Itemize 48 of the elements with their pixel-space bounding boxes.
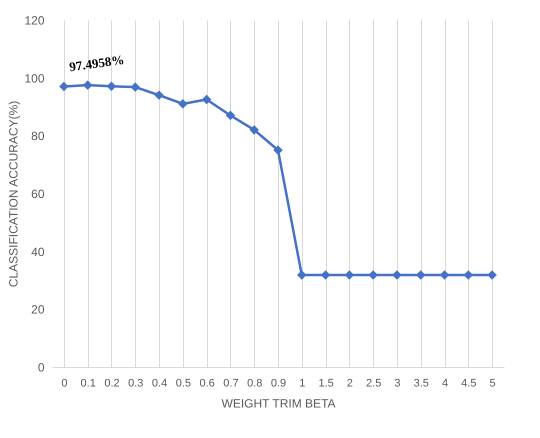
point (249, 125, 259, 135)
annotation: 97.4958% (68, 52, 126, 74)
point (59, 82, 69, 92)
x-tick-label: 3 (394, 378, 401, 390)
point (464, 270, 474, 280)
y-tick-label: 120 (24, 14, 45, 28)
x-tick-label: 0.1 (80, 378, 96, 390)
point (440, 270, 450, 280)
point (416, 270, 426, 280)
point (106, 81, 116, 91)
x-tick-label: 1 (299, 378, 306, 390)
y-tick-label: 80 (31, 129, 45, 144)
x-tick-label: 0 (61, 378, 68, 390)
x-tick-label: 3.5 (414, 378, 429, 390)
y-tick-label: 0 (38, 360, 45, 374)
point (154, 90, 164, 100)
point (82, 80, 92, 90)
y-tick-label: 40 (31, 244, 45, 259)
point (368, 270, 378, 280)
y-tick-label: 60 (31, 187, 45, 201)
y-axis-title: CLASSIFICATION ACCURACY(%) (6, 100, 20, 288)
point (392, 270, 402, 280)
y-tick-label: 100 (24, 71, 45, 86)
point (344, 270, 354, 280)
x-tick-label: 1.5 (318, 378, 334, 390)
x-tick-label: 0.3 (128, 378, 144, 390)
point (297, 270, 307, 280)
y-tick-label: 20 (31, 302, 45, 317)
x-tick-label: 0.8 (247, 378, 262, 390)
x-tick-label: 0.5 (176, 378, 191, 390)
x-tick-label: 0.2 (104, 378, 120, 390)
x-tick-label: 0.7 (223, 378, 239, 390)
x-tick-label: 0.4 (152, 378, 168, 390)
x-tick-label: 2.5 (366, 378, 382, 390)
x-axis-title: WEIGHT TRIM BETA (221, 396, 336, 410)
point (202, 94, 212, 104)
x-tick-label: 0.6 (199, 378, 215, 390)
x-tick-label: 0.9 (270, 378, 286, 390)
x-tick-label: 4 (442, 378, 448, 390)
x-tick-label: 4.5 (461, 378, 476, 390)
x-tick-label: 5 (490, 378, 496, 390)
point (226, 110, 236, 120)
point (130, 82, 140, 92)
point (273, 145, 283, 155)
point (487, 270, 497, 280)
x-tick-label: 2 (346, 378, 353, 390)
point (320, 270, 330, 280)
point (178, 99, 188, 109)
